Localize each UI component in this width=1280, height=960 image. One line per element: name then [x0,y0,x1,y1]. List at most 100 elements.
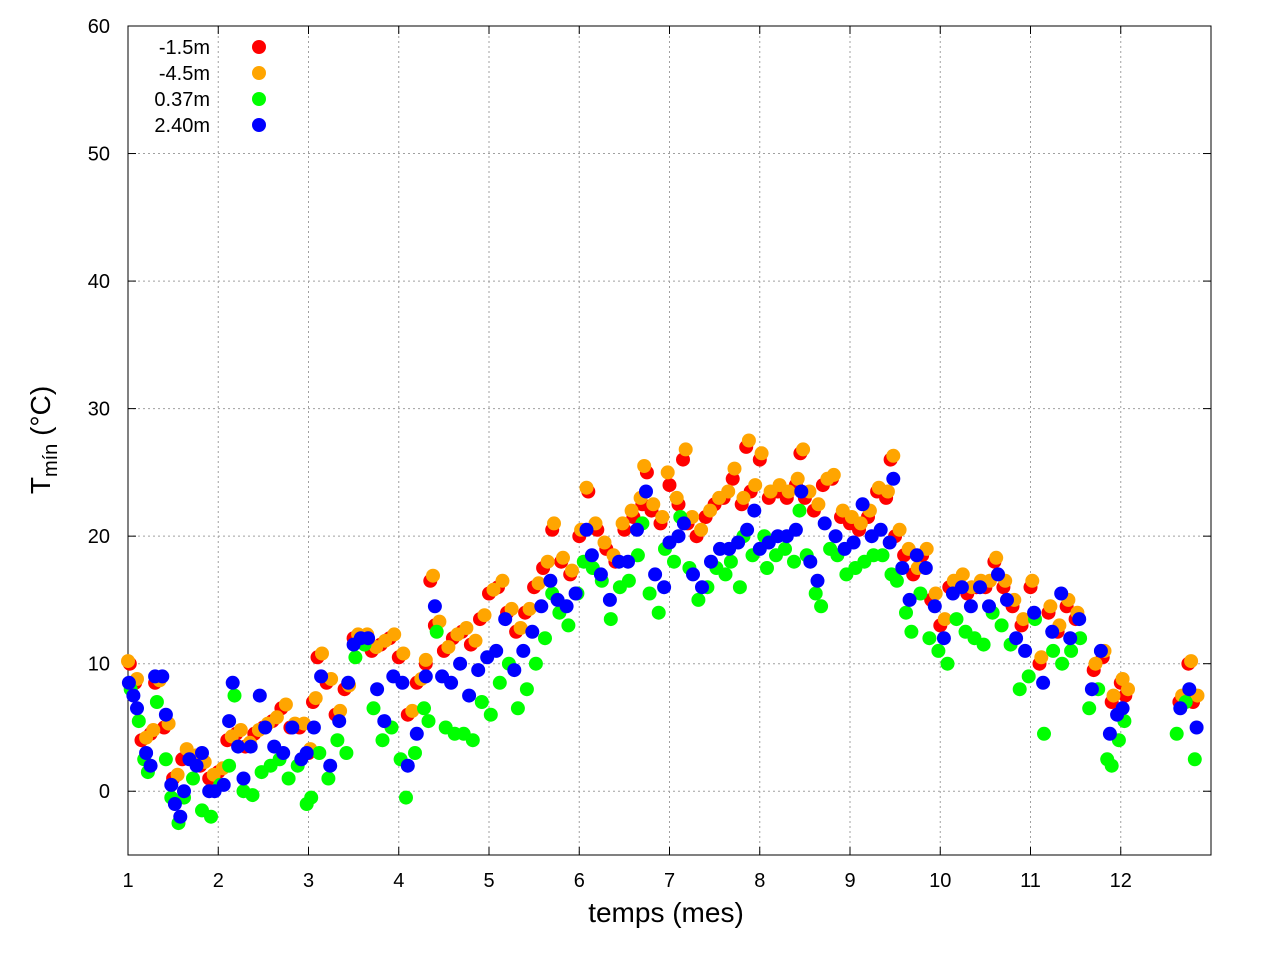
data-point [121,654,135,669]
data-point [227,688,242,703]
data-point [792,503,807,518]
data-point [1184,654,1199,669]
data-point [1106,688,1121,703]
data-point [477,608,492,623]
x-tick-label: 6 [574,870,585,892]
data-point [669,490,684,505]
data-point [498,612,513,627]
y-tick-label: 60 [88,16,110,38]
data-point [913,586,928,601]
data-point [1102,726,1117,741]
data-point [528,656,543,671]
data-point [426,568,440,583]
data-point [312,746,327,760]
data-point [899,605,913,620]
data-point [1037,726,1051,741]
data-point [828,529,843,544]
data-point [1121,682,1135,697]
data-point [875,548,890,563]
data-point [366,701,381,716]
data-point [671,529,686,544]
data-point [740,522,755,537]
y-tick-label: 10 [88,654,110,676]
data-point [909,548,924,563]
data-point [676,516,691,531]
data-point [474,695,489,709]
legend-marker [252,40,266,54]
data-point [195,746,209,760]
data-point [826,467,841,482]
data-point [1093,643,1108,658]
data-point [1173,701,1188,716]
data-point [395,675,410,690]
data-point [678,442,693,457]
y-tick-label: 40 [88,271,110,293]
data-point [370,682,385,697]
data-point [949,612,964,627]
data-point [787,554,801,569]
data-point [139,746,154,760]
data-point [886,471,901,486]
data-point [1088,656,1103,671]
data-point [507,663,522,678]
y-tick-label: 20 [88,526,110,548]
data-point [468,633,483,648]
data-point [417,701,431,716]
data-point [170,767,185,782]
x-axis-title: temps (mes) [588,897,744,928]
data-point [584,548,599,563]
data-point [516,643,531,658]
data-point [126,688,141,703]
data-point [173,809,188,824]
data-point [723,554,738,569]
data-point [462,688,477,703]
data-point [332,714,347,729]
data-point [225,675,240,690]
data-point [886,448,901,463]
data-point [1064,643,1079,658]
data-point [561,618,576,633]
data-point [495,573,510,588]
data-point [1084,682,1099,697]
x-tick-label: 3 [303,870,314,892]
data-point [731,535,746,550]
y-tick-label: 30 [88,399,110,421]
data-point [940,656,955,671]
data-point [285,720,300,735]
data-point [790,471,805,486]
data-point [1043,599,1058,614]
data-point [1054,586,1069,601]
data-point [408,746,422,760]
x-tick-label: 10 [929,870,951,892]
data-point [525,624,540,639]
data-point [597,535,612,550]
y-axis-title-main: T [25,477,56,494]
data-point [651,605,666,620]
data-point [278,697,293,712]
data-point [405,703,420,718]
data-point [1187,752,1202,767]
data-point [1189,720,1204,735]
data-point [1104,758,1119,773]
data-point [252,688,267,703]
x-tick-label: 4 [393,870,404,892]
data-point [991,567,1005,582]
data-point [281,771,296,786]
data-point [189,758,204,773]
data-point [817,516,832,531]
data-point [453,656,468,671]
y-axis-title-subscript: mín [40,444,62,477]
data-point [540,554,555,569]
data-point [704,554,718,569]
data-point [348,650,363,665]
data-point [895,561,910,575]
data-point [245,788,260,803]
legend-marker [252,66,266,80]
data-point [361,631,376,646]
data-point [556,550,570,565]
x-tick-label: 1 [122,870,133,892]
data-point [204,809,218,824]
data-point [409,726,424,741]
data-point [186,771,200,786]
data-point [547,516,561,531]
